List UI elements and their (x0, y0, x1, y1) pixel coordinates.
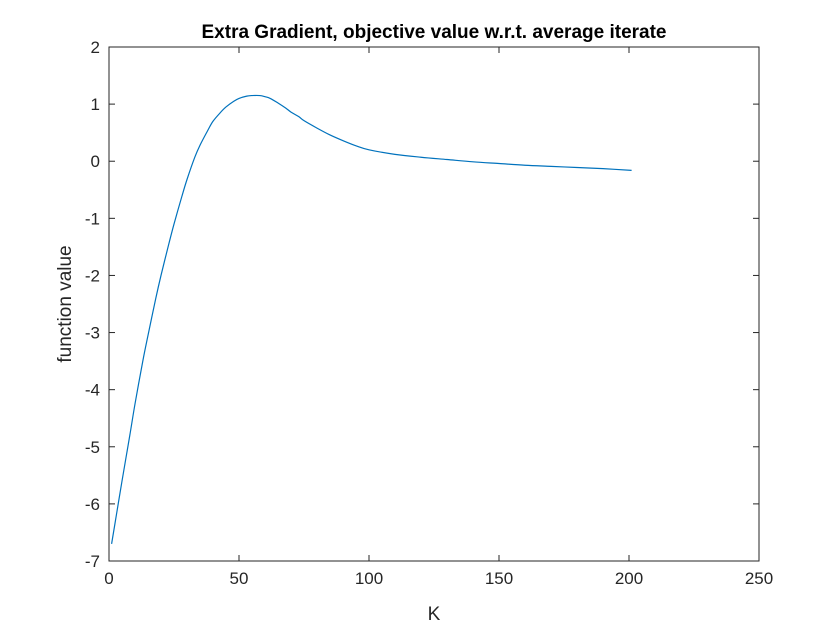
y-ticks-group: -7 -6 -5 -4 -3 -2 -1 0 1 2 (85, 38, 759, 571)
x-tick-label: 0 (104, 569, 113, 588)
series-line (111, 94, 632, 544)
y-tick-label: -6 (85, 495, 100, 514)
x-tick-label: 200 (615, 569, 643, 588)
plot-series-group (111, 94, 632, 544)
y-tick-label: 0 (91, 152, 100, 171)
y-tick-label: -4 (85, 381, 100, 400)
y-tick-label: 1 (91, 95, 100, 114)
x-tick-label: 50 (230, 569, 249, 588)
plot-area-background (109, 47, 759, 561)
x-ticks-group: 0 50 100 150 200 250 (104, 47, 773, 588)
axes-box (108, 46, 760, 562)
x-axis-label: K (428, 604, 441, 625)
chart-title: Extra Gradient, objective value w.r.t. a… (202, 22, 667, 43)
x-tick-label: 150 (485, 569, 513, 588)
y-tick-label: -7 (85, 552, 100, 571)
y-tick-label: 2 (91, 38, 100, 57)
x-tick-label: 100 (355, 569, 383, 588)
y-tick-label: -2 (85, 266, 100, 285)
y-tick-label: -1 (85, 209, 100, 228)
x-tick-label: 250 (745, 569, 773, 588)
y-tick-label: -3 (85, 324, 100, 343)
y-tick-label: -5 (85, 438, 100, 457)
y-axis-label: function value (55, 245, 76, 362)
